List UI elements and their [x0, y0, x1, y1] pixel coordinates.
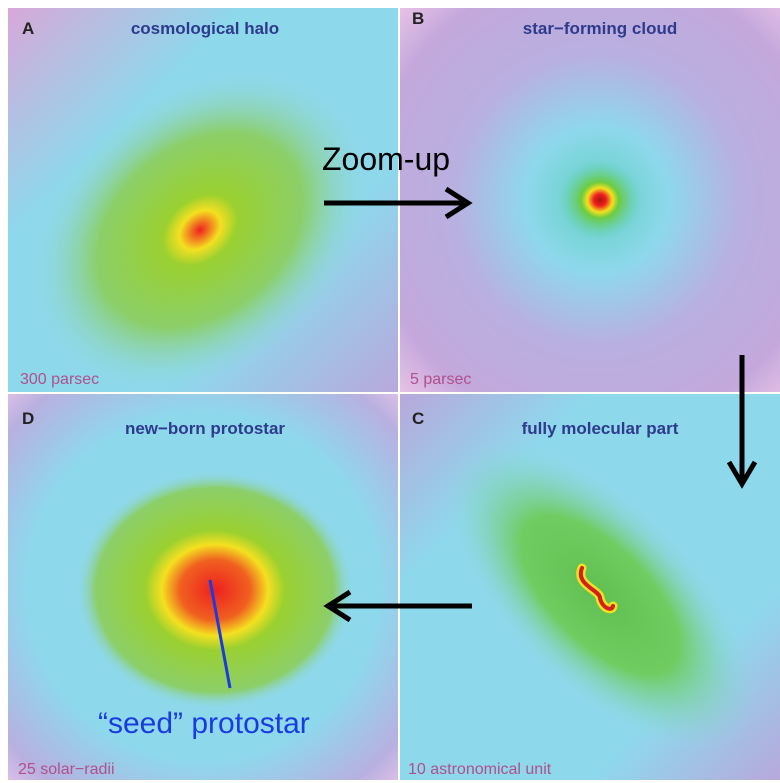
arrow-head	[726, 460, 758, 489]
arrow-head	[323, 589, 352, 623]
panel-title: new−born protostar	[125, 419, 285, 438]
cloud-core	[558, 160, 642, 240]
arrow-head	[444, 186, 473, 220]
panel-letter: A	[22, 19, 34, 38]
scale-label: 300 parsec	[20, 371, 99, 388]
panel-c: C fully molecular part 10 astronomical u…	[400, 394, 780, 780]
arrows: Zoom-up	[322, 141, 758, 623]
panel-letter: D	[22, 409, 34, 428]
seed-label: “seed” protostar	[98, 707, 310, 740]
zoom-label: Zoom-up	[322, 141, 450, 177]
halo	[28, 67, 372, 393]
panel-title: cosmological halo	[131, 19, 279, 38]
panel-b: B star−forming cloud 5 parsec	[400, 8, 780, 392]
panel-d: “seed” protostar D new−born protostar 25…	[8, 394, 398, 780]
panel-a: A cosmological halo 300 parsec	[8, 8, 398, 393]
panel-letter: B	[412, 9, 424, 28]
scale-label: 25 solar−radii	[18, 761, 115, 778]
scale-label: 10 astronomical unit	[408, 761, 552, 778]
panel-letter: C	[412, 409, 424, 428]
panel-title: fully molecular part	[522, 419, 679, 438]
panel-title: star−forming cloud	[523, 19, 677, 38]
pointer-line	[208, 579, 232, 689]
protostar	[75, 470, 355, 710]
scale-label: 5 parsec	[410, 371, 471, 388]
core	[578, 566, 615, 611]
